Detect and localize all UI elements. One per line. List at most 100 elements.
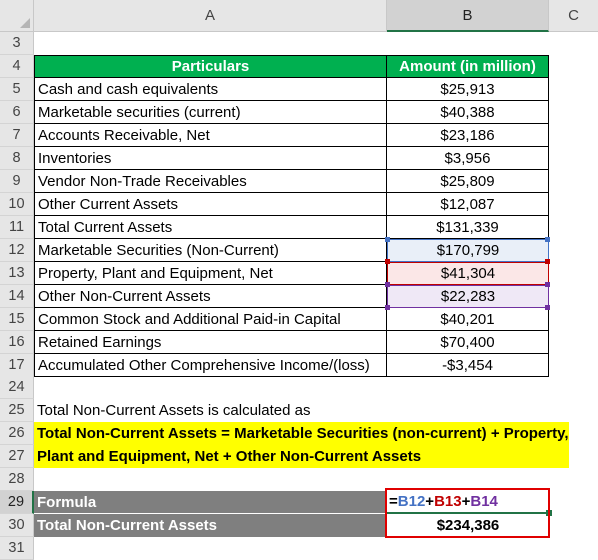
b12-reference-highlight bbox=[387, 239, 549, 262]
particulars-cell[interactable]: Property, Plant and Equipment, Net bbox=[34, 262, 387, 285]
particulars-cell[interactable]: Marketable Securities (Non-Current) bbox=[34, 239, 387, 262]
row-header[interactable]: 14 bbox=[0, 285, 34, 308]
particulars-cell[interactable]: Cash and cash equivalents bbox=[34, 78, 387, 101]
row-header[interactable]: 17 bbox=[0, 354, 34, 377]
amount-cell[interactable]: $12,087 bbox=[387, 193, 549, 216]
table-row: 10 Other Current Assets $12,087 bbox=[0, 193, 598, 216]
referenced-amount-value: $22,283 bbox=[440, 288, 496, 305]
table-row: 16 Retained Earnings $70,400 bbox=[0, 331, 598, 354]
table-row: 9 Vendor Non-Trade Receivables $25,809 bbox=[0, 170, 598, 193]
formula-part: + bbox=[425, 493, 435, 510]
row-header-29[interactable]: 29 bbox=[0, 491, 34, 514]
table-row: 5 Cash and cash equivalents $25,913 bbox=[0, 78, 598, 101]
sheet-row-3: 3 bbox=[0, 32, 598, 55]
particulars-cell[interactable]: Retained Earnings bbox=[34, 331, 387, 354]
column-header-c[interactable]: C bbox=[549, 0, 598, 32]
b14-resize-handle[interactable] bbox=[385, 305, 390, 310]
row-header[interactable]: 9 bbox=[0, 170, 34, 193]
sheet-row-4: 4 Particulars Amount (in million) bbox=[0, 55, 598, 78]
cell-b4-amount-header[interactable]: Amount (in million) bbox=[387, 55, 549, 78]
particulars-cell[interactable]: Marketable securities (current) bbox=[34, 101, 387, 124]
b12-resize-handle[interactable] bbox=[545, 237, 550, 242]
row-header[interactable]: 6 bbox=[0, 101, 34, 124]
b14-reference-highlight bbox=[387, 285, 549, 308]
cell-a25-note[interactable]: Total Non-Current Assets is calculated a… bbox=[37, 402, 311, 419]
amount-cell[interactable]: -$3,454 bbox=[387, 354, 549, 377]
table-row: 17 Accumulated Other Comprehensive Income… bbox=[0, 354, 598, 377]
row-header-27[interactable]: 27 bbox=[0, 445, 34, 468]
row-header-28[interactable]: 28 bbox=[0, 468, 34, 491]
b12-resize-handle[interactable] bbox=[385, 237, 390, 242]
b13-resize-handle[interactable] bbox=[385, 259, 390, 264]
sheet-row-29: 29 Formula bbox=[0, 491, 598, 514]
row-header-24[interactable]: 24 bbox=[0, 376, 34, 399]
particulars-cell[interactable]: Vendor Non-Trade Receivables bbox=[34, 170, 387, 193]
column-header-b[interactable]: B bbox=[387, 0, 549, 32]
row-header[interactable]: 12 bbox=[0, 239, 34, 262]
row-header[interactable]: 11 bbox=[0, 216, 34, 239]
cell-a4-particulars-header[interactable]: Particulars bbox=[34, 55, 387, 78]
row-header-25[interactable]: 25 bbox=[0, 399, 34, 422]
select-all-corner[interactable] bbox=[0, 0, 34, 32]
amount-cell[interactable]: $131,339 bbox=[387, 216, 549, 239]
amount-cell[interactable]: $40,201 bbox=[387, 308, 549, 331]
row-header-26[interactable]: 26 bbox=[0, 422, 34, 445]
sheet-row-25: 25 Total Non-Current Assets is calculate… bbox=[0, 399, 598, 422]
referenced-amount-value: $170,799 bbox=[436, 242, 500, 259]
row-header[interactable]: 13 bbox=[0, 262, 34, 285]
cell-a29-formula-label[interactable]: Formula bbox=[34, 491, 387, 514]
amount-cell[interactable]: $25,809 bbox=[387, 170, 549, 193]
row-header-30[interactable]: 30 bbox=[0, 514, 34, 537]
formula-text: =B12+B13+B14 bbox=[389, 493, 498, 510]
particulars-cell[interactable]: Total Current Assets bbox=[34, 216, 387, 239]
b14-resize-handle[interactable] bbox=[545, 282, 550, 287]
formula-part: = bbox=[389, 493, 398, 510]
formula-edit-cell[interactable]: =B12+B13+B14 bbox=[388, 491, 499, 512]
row-header[interactable]: 8 bbox=[0, 147, 34, 170]
table-row: 6 Marketable securities (current) $40,388 bbox=[0, 101, 598, 124]
b13-resize-handle[interactable] bbox=[545, 259, 550, 264]
cell-b30-total-value[interactable]: $234,386 bbox=[436, 517, 500, 534]
amount-cell[interactable]: $70,400 bbox=[387, 331, 549, 354]
table-row: 12 Marketable Securities (Non-Current) bbox=[0, 239, 598, 262]
table-row: 7 Accounts Receivable, Net $23,186 bbox=[0, 124, 598, 147]
formula-part: + bbox=[461, 493, 471, 510]
formula-part: B14 bbox=[470, 493, 498, 510]
active-cell-border bbox=[387, 512, 549, 514]
particulars-cell[interactable]: Other Current Assets bbox=[34, 193, 387, 216]
amount-cell[interactable]: $25,913 bbox=[387, 78, 549, 101]
b14-resize-handle[interactable] bbox=[385, 282, 390, 287]
row-header-31[interactable]: 31 bbox=[0, 537, 34, 560]
column-header-a[interactable]: A bbox=[34, 0, 387, 32]
row-header-3[interactable]: 3 bbox=[0, 32, 34, 55]
sheet-row-28: 28 bbox=[0, 468, 598, 491]
table-row: 11 Total Current Assets $131,339 bbox=[0, 216, 598, 239]
row-header[interactable]: 10 bbox=[0, 193, 34, 216]
particulars-cell[interactable]: Inventories bbox=[34, 147, 387, 170]
row-header[interactable]: 7 bbox=[0, 124, 34, 147]
select-all-triangle-icon bbox=[20, 18, 30, 28]
particulars-cell[interactable]: Other Non-Current Assets bbox=[34, 285, 387, 308]
sheet-row-31: 31 bbox=[0, 537, 598, 560]
row-header-4[interactable]: 4 bbox=[0, 55, 34, 78]
particulars-cell[interactable]: Accumulated Other Comprehensive Income/(… bbox=[34, 354, 387, 377]
row-header[interactable]: 15 bbox=[0, 308, 34, 331]
sheet-row-27: 27 bbox=[0, 445, 598, 468]
particulars-cell[interactable]: Accounts Receivable, Net bbox=[34, 124, 387, 147]
amount-cell[interactable]: $40,388 bbox=[387, 101, 549, 124]
table-row: 13 Property, Plant and Equipment, Net bbox=[0, 262, 598, 285]
row-header[interactable]: 16 bbox=[0, 331, 34, 354]
cell-a27-formula-description[interactable]: Plant and Equipment, Net + Other Non-Cur… bbox=[34, 445, 569, 468]
row-header[interactable]: 5 bbox=[0, 78, 34, 101]
amount-cell[interactable]: $23,186 bbox=[387, 124, 549, 147]
table-row: 15 Common Stock and Additional Paid-in Ca… bbox=[0, 308, 598, 331]
b14-resize-handle[interactable] bbox=[545, 305, 550, 310]
cell-a26-formula-description[interactable]: Total Non-Current Assets = Marketable Se… bbox=[34, 422, 569, 445]
formula-part: B12 bbox=[397, 493, 426, 510]
particulars-cell[interactable]: Common Stock and Additional Paid-in Capi… bbox=[34, 308, 387, 331]
amount-cell[interactable]: $3,956 bbox=[387, 147, 549, 170]
formula-highlight-box bbox=[385, 488, 550, 538]
table-row: 8 Inventories $3,956 bbox=[0, 147, 598, 170]
cell-a30-total-label[interactable]: Total Non-Current Assets bbox=[34, 514, 387, 537]
sheet-row-24: 24 bbox=[0, 376, 598, 399]
